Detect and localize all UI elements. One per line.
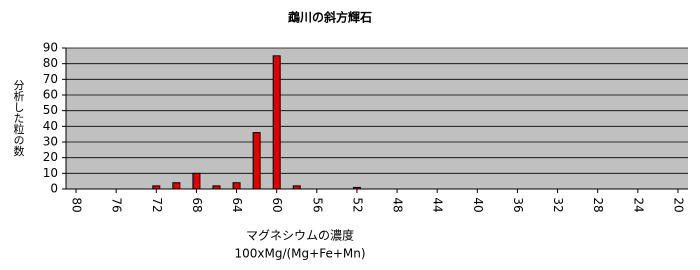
x-tick-label: 60 [270, 197, 284, 212]
bar [292, 185, 301, 190]
x-axis-label: マグネシウムの濃度 [246, 228, 354, 243]
y-tick-label: 40 [43, 119, 58, 133]
bar [212, 185, 221, 190]
bar [352, 186, 361, 190]
x-tick-label: 32 [551, 197, 565, 212]
x-tick-label: 72 [150, 197, 164, 212]
y-tick-label: 60 [43, 88, 58, 102]
y-tick-label: 20 [43, 150, 58, 164]
x-tick-label: 40 [471, 197, 485, 212]
bar [172, 182, 181, 190]
y-tick-label: 50 [43, 103, 58, 117]
x-tick-label: 44 [431, 197, 445, 212]
plot-area [66, 48, 688, 189]
y-tick-label: 10 [43, 166, 58, 180]
y-tick-label: 30 [43, 135, 58, 149]
x-tick-label: 80 [70, 197, 84, 212]
chart-title: 鵡川の斜方輝石 [288, 10, 372, 25]
y-tick-label: 70 [43, 72, 58, 86]
x-axis-label-2: 100xMg/(Mg+Fe+Mn) [234, 247, 365, 261]
x-tick-label: 64 [230, 197, 244, 212]
x-tick-label: 36 [511, 197, 525, 212]
bar [192, 172, 201, 190]
x-tick-label: 20 [671, 197, 685, 212]
y-tick-label: 80 [43, 56, 58, 70]
x-tick-label: 28 [591, 197, 605, 212]
x-tick-label: 68 [190, 197, 204, 212]
bar [252, 132, 261, 190]
x-tick-label: 48 [391, 197, 405, 212]
x-tick-label: 24 [631, 197, 645, 212]
bar [152, 185, 161, 190]
y-tick-label: 90 [43, 41, 58, 55]
y-axis-label: 分析した粒の数 [12, 79, 25, 157]
y-tick-label: 0 [50, 182, 58, 196]
x-tick-label: 56 [310, 197, 324, 212]
bar [272, 55, 281, 190]
bar [232, 182, 241, 190]
x-tick-label: 52 [350, 197, 364, 212]
x-tick-label: 76 [110, 197, 124, 212]
